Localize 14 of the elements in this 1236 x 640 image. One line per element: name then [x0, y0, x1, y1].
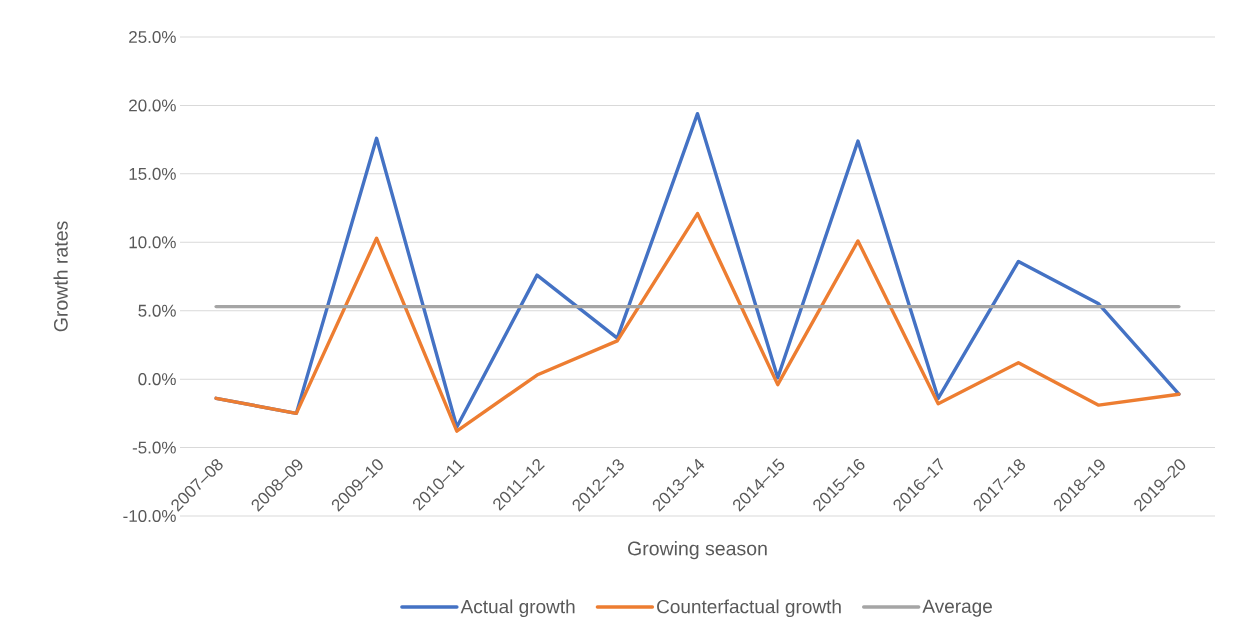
y-tick-label: -10.0%: [123, 509, 176, 523]
y-tick-label: 5.0%: [138, 304, 176, 317]
y-tick-label: 0.0%: [138, 373, 176, 386]
legend-label: Actual growth: [460, 599, 575, 618]
x-axis-title: Growing season: [628, 541, 767, 560]
legend-label: Average: [922, 599, 992, 617]
y-tick-label: 20.0%: [129, 99, 176, 112]
y-tick-label: -5.0%: [132, 441, 176, 454]
y-axis-title: Growth rates: [53, 221, 68, 332]
line-series: [214, 211, 1181, 433]
y-tick-label: 10.0%: [129, 236, 176, 249]
legend-label: Counterfactual growth: [657, 599, 841, 618]
y-tick-label: 25.0%: [129, 30, 176, 44]
y-tick-label: 15.0%: [129, 167, 176, 180]
